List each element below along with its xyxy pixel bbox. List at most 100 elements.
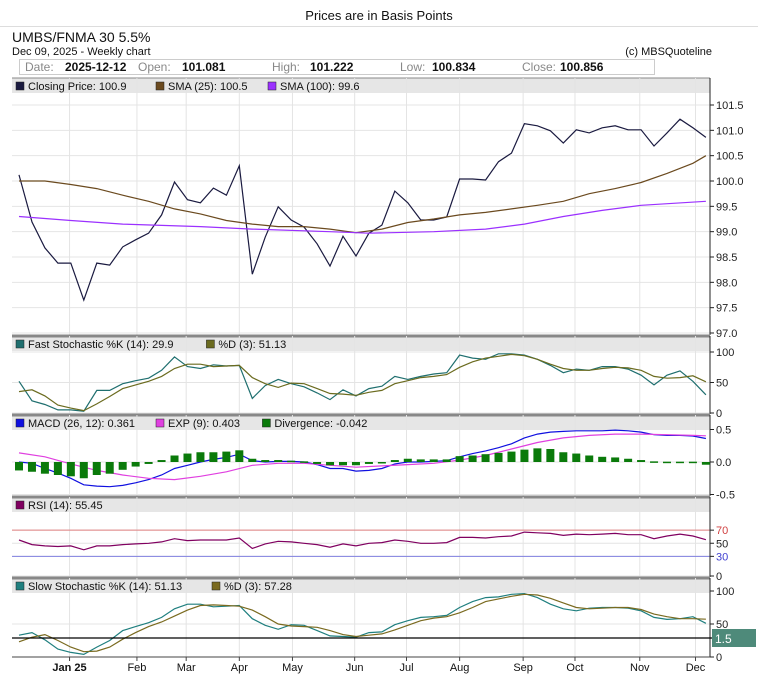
- divergence-bar: [442, 459, 451, 462]
- y-tick-label: 50: [716, 619, 728, 631]
- macd-pane: 0.5 0.0 -0.5 MACD (26, 12): 0.361 EXP (9): 0…: [12, 413, 735, 502]
- y-tick-label: 101.0: [716, 125, 744, 137]
- legend-swatch: [15, 81, 25, 91]
- divergence-bar: [209, 452, 218, 462]
- divergence-bar: [481, 454, 490, 462]
- legend-entry: %D (3): 57.28: [224, 581, 292, 593]
- divergence-bar: [507, 451, 516, 462]
- marker-badge-label: 1.5: [715, 632, 732, 646]
- price-series-0: [18, 118, 707, 302]
- fast-stochastic-pane: 100 50 0 Fast Stochastic %K (14): 29.9 %D (3…: [12, 334, 734, 420]
- divergence-bar: [663, 461, 671, 464]
- legend-swatch: [155, 81, 165, 91]
- divergence-bar: [429, 459, 438, 462]
- divergence-bar: [105, 462, 114, 474]
- macd-series-1: [18, 433, 706, 481]
- y-tick-label: 30: [716, 551, 728, 563]
- close-label: Close:: [522, 60, 557, 74]
- legend-entry: MACD (26, 12): 0.361: [28, 418, 135, 430]
- y-tick-label: 97.0: [716, 328, 737, 340]
- divergence-bar: [533, 448, 542, 462]
- legend-swatch: [15, 418, 25, 428]
- legend-swatch: [15, 581, 25, 591]
- divergence-bar: [377, 462, 386, 464]
- slow-stochastic-pane: 100 50 0 Slow Stochastic %K (14): 51.13 %D (…: [12, 576, 756, 664]
- y-tick-label: 0.0: [716, 457, 731, 469]
- divergence-bar: [92, 462, 101, 475]
- divergence-bar: [170, 455, 179, 462]
- legend-entry: Closing Price: 100.9: [28, 81, 126, 93]
- y-tick-label: 99.5: [716, 201, 737, 213]
- legend-entry: SMA (100): 99.6: [280, 81, 360, 93]
- y-tick-label: 100: [716, 586, 734, 598]
- legend-swatch: [15, 500, 25, 510]
- legend-entry: SMA (25): 100.5: [168, 81, 248, 93]
- x-tick-label: Feb: [127, 662, 146, 674]
- divergence-bar: [688, 461, 697, 464]
- slow-stochastic-series-1: [18, 593, 706, 653]
- divergence-bar: [248, 458, 257, 462]
- macd-series-0: [18, 429, 707, 488]
- ohlc-readout: Date: 2025-12-12 Open: 101.081 High: 101…: [19, 59, 655, 75]
- divergence-bar: [157, 460, 166, 462]
- price-series-2: [18, 200, 706, 234]
- divergence-bar: [53, 462, 62, 475]
- divergence-bar: [494, 452, 503, 462]
- date-value: 2025-12-12: [65, 60, 127, 74]
- divergence-bar: [196, 452, 205, 462]
- divergence-bar: [416, 459, 425, 462]
- y-tick-label: 98.5: [716, 252, 737, 264]
- x-tick-label: Nov: [630, 662, 650, 674]
- divergence-bar: [585, 455, 594, 462]
- y-tick-label: 101.5: [716, 100, 744, 112]
- x-tick-label: Jan 25: [52, 662, 86, 674]
- legend-entry: %D (3): 51.13: [218, 339, 286, 351]
- low-label: Low:: [400, 60, 426, 74]
- divergence-bar: [261, 460, 270, 462]
- divergence-bar: [326, 462, 335, 466]
- legend-bar: [12, 497, 710, 512]
- y-tick-label: 0: [716, 571, 722, 583]
- legend-swatch: [15, 339, 25, 349]
- divergence-bar: [79, 462, 88, 479]
- x-tick-label: Oct: [566, 662, 583, 674]
- divergence-bar: [390, 460, 399, 462]
- y-tick-label: 70: [716, 525, 728, 537]
- y-tick-label: 0: [716, 408, 722, 420]
- legend-swatch: [211, 581, 221, 591]
- x-tick-label: Sep: [513, 662, 533, 674]
- divergence-bar: [131, 462, 140, 467]
- y-tick-label: -0.5: [716, 490, 735, 502]
- price-note: Prices are in Basis Points: [305, 8, 453, 23]
- y-tick-label: 98.0: [716, 277, 737, 289]
- legend-swatch: [262, 418, 271, 428]
- x-tick-label: Jun: [346, 662, 364, 674]
- divergence-bar: [287, 460, 296, 463]
- legend-entry: Fast Stochastic %K (14): 29.9: [28, 339, 174, 351]
- divergence-bar: [624, 458, 633, 462]
- legend-swatch: [155, 418, 165, 428]
- high-value: 101.222: [310, 60, 354, 74]
- divergence-bar: [274, 460, 283, 462]
- divergence-bar: [675, 461, 684, 464]
- divergence-bar: [520, 449, 529, 462]
- y-tick-label: 50: [716, 538, 728, 550]
- chart-subtitle: Dec 09, 2025 - Weekly chart: [12, 46, 151, 58]
- marker-badge: [712, 629, 756, 647]
- divergence-bar: [183, 453, 192, 462]
- legend-entry: RSI (14): 55.45: [28, 500, 103, 512]
- x-tick-label: Mar: [177, 662, 196, 674]
- x-tick-label: May: [282, 662, 303, 674]
- y-tick-label: 50: [716, 378, 728, 390]
- slow-stochastic-series-0: [18, 592, 707, 656]
- legend-entry: Slow Stochastic %K (14): 51.13: [28, 581, 182, 593]
- divergence-bar: [144, 462, 153, 464]
- copyright: (c) MBSQuoteline: [625, 46, 712, 58]
- y-tick-label: 0.5: [716, 425, 731, 437]
- x-tick-label: Apr: [231, 662, 248, 674]
- divergence-bar: [364, 462, 373, 464]
- date-label: Date:: [25, 60, 54, 74]
